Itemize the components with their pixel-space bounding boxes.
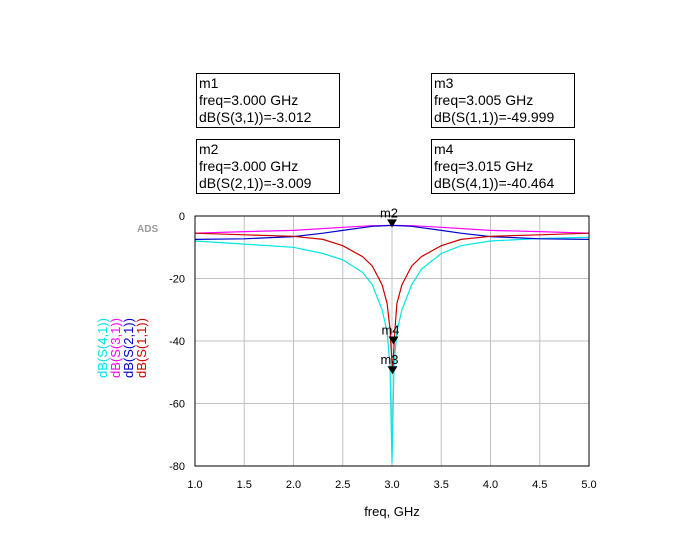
marker-value: dB(S(4,1))=-40.464 <box>434 175 555 191</box>
marker-box-m2: m2 freq=3.000 GHz dB(S(2,1))=-3.009 <box>196 139 340 194</box>
marker-box-m1: m1 freq=3.000 GHz dB(S(3,1))=-3.012 <box>196 73 340 128</box>
marker-value: dB(S(3,1))=-3.012 <box>199 109 312 125</box>
marker-freq: freq=3.005 GHz <box>434 92 534 108</box>
legend: dB(S(4,1))dB(S(3,1))dB(S(2,1))dB(S(1,1)) <box>95 318 149 378</box>
plot-frame <box>194 215 590 467</box>
marker-label-m4: m4 <box>381 322 399 337</box>
x-tick-label: 1.5 <box>237 479 252 491</box>
x-tick-label: 4.5 <box>532 479 547 491</box>
x-tick-label: 5.0 <box>581 479 596 491</box>
marker-label-m3: m3 <box>380 352 398 367</box>
marker-name: m4 <box>434 141 454 157</box>
marker-name: m3 <box>434 75 454 91</box>
x-tick-label: 3.5 <box>434 479 449 491</box>
marker-name: m2 <box>199 141 219 157</box>
series-line-db-s-4-1- <box>194 236 590 463</box>
marker-value: dB(S(1,1))=-49.999 <box>434 109 555 125</box>
marker-freq: freq=3.015 GHz <box>434 158 534 174</box>
legend-entry-db-s-4-1-: dB(S(4,1)) <box>95 318 110 378</box>
marker-triangle-m4 <box>388 336 399 345</box>
marker-symbols: m2 m4 m3 <box>380 205 400 375</box>
y-tick-label: -60 <box>169 399 185 411</box>
marker-box-m4: m4 freq=3.015 GHz dB(S(4,1))=-40.464 <box>431 139 575 194</box>
x-tick-label: 1.0 <box>187 479 202 491</box>
x-tick-label: 3.0 <box>384 479 399 491</box>
x-tick-label: 2.0 <box>286 479 301 491</box>
legend-entry-db-s-2-1-: dB(S(2,1)) <box>121 318 136 378</box>
marker-triangle-m3 <box>387 366 398 375</box>
x-tick-label: 4.0 <box>483 479 498 491</box>
legend-entry-db-s-1-1-: dB(S(1,1)) <box>134 318 149 378</box>
y-tick-label: -80 <box>169 461 185 473</box>
marker-freq: freq=3.000 GHz <box>199 158 299 174</box>
x-axis-label: freq, GHz <box>364 504 420 519</box>
marker-value: dB(S(2,1))=-3.009 <box>199 175 312 191</box>
marker-name: m1 <box>199 75 219 91</box>
y-tick-label: 0 <box>179 211 185 223</box>
marker-freq: freq=3.000 GHz <box>199 92 299 108</box>
tick-labels: 1.0 1.5 2.0 2.5 3.0 3.5 4.0 4.5 5.0 0 -20 -40 -60 -80 <box>169 211 597 491</box>
marker-label-m1-m2: m2 <box>380 205 398 220</box>
legend-entry-db-s-3-1-: dB(S(3,1)) <box>108 318 123 378</box>
marker-triangle-m1-m2 <box>387 219 397 228</box>
y-tick-label: -20 <box>169 274 185 286</box>
ads-logo: ADS <box>137 224 158 235</box>
y-tick-label: -40 <box>169 336 185 348</box>
x-tick-label: 2.5 <box>335 479 350 491</box>
marker-box-m3: m3 freq=3.005 GHz dB(S(1,1))=-49.999 <box>431 73 575 128</box>
